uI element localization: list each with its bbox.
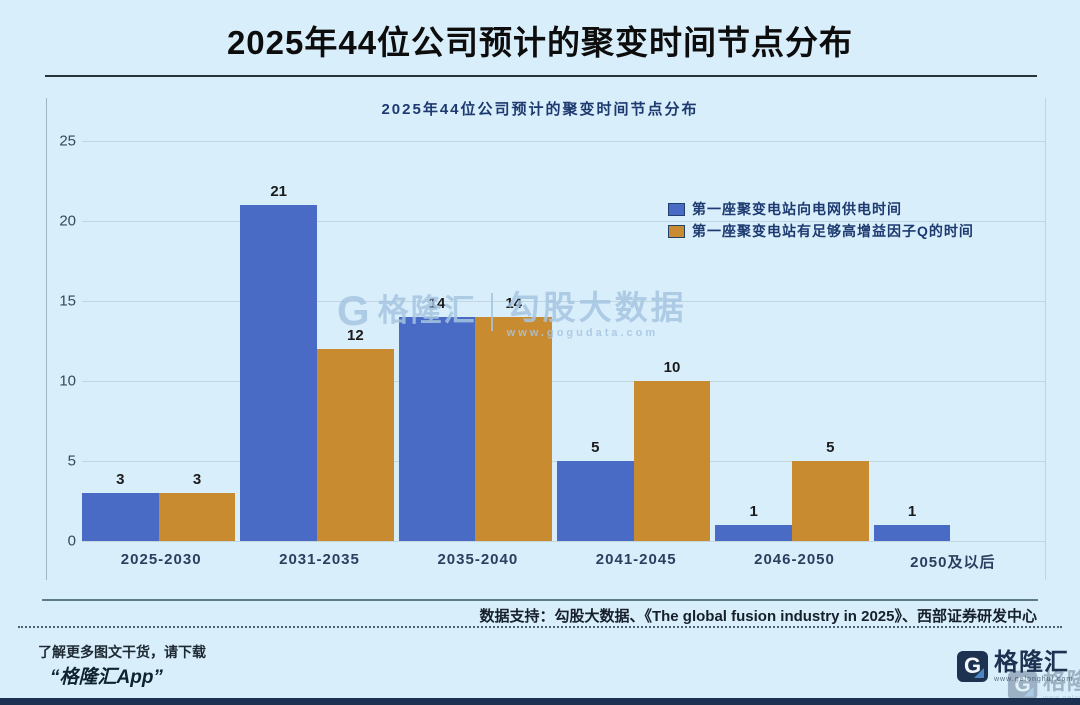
x-axis-label-2050及以后: 2050及以后 [910,554,996,571]
x-axis-label-2035-2040: 2035-2040 [437,551,519,568]
bar-series1-2025-2030: 3 [158,471,236,541]
bar-value-label: 21 [270,183,287,200]
bar-value-label: 3 [116,471,125,488]
page-title: 2025年44位公司预计的聚变时间节点分布 [226,24,854,61]
legend-marker-blue-icon [668,202,685,216]
gelonghui-logo-ghost: G 格隆汇 www.gelonghui.com [1007,668,1080,702]
bar-series0-2025-2030: 3 [82,471,159,541]
gelonghui-g-icon: G [1007,670,1038,701]
bar-value-label: 10 [663,359,681,376]
bar-series0-2046-2050: 1 [715,503,792,541]
logo-brand-text: 格隆汇 [994,649,1069,676]
gridline-15 [82,301,1045,302]
gridline-20 [82,221,1045,222]
y-axis-tick-10: 10 [59,372,76,390]
bar-series0-2041-2045: 5 [557,439,634,541]
plot-right-border [1045,98,1046,580]
gridline-10 [82,381,1045,382]
legend: 第一座聚变电站向电网供电时间 第一座聚变电站有足够高增益因子Q的时间 [668,198,974,242]
y-axis-line [46,98,47,580]
logo-arrow-icon [1024,686,1034,697]
legend-item-gain-factor-q: 第一座聚变电站有足够高增益因子Q的时间 [668,220,974,242]
title-underline [45,75,1037,77]
legend-label: 第一座聚变电站有足够高增益因子Q的时间 [692,223,974,239]
x-axis-label-2041-2045: 2041-2045 [595,551,677,568]
gridline-0 [82,541,1045,542]
gelonghui-logo: G 格隆汇 www.gelonghui.com [957,651,1073,683]
bar-series1-2046-2050: 5 [792,439,869,541]
y-axis-tick-25: 25 [59,132,76,150]
bar-series1-2031-2035: 12 [317,327,394,541]
bar-series0-2031-2035: 21 [240,183,317,541]
logo-url-text: www.gelonghui.com [994,676,1073,683]
x-axis-label-2046-2050: 2046-2050 [754,551,835,568]
chart-title: 2025年44位公司预计的聚变时间节点分布 [381,101,699,118]
bar-series1-2035-2040: 14 [475,295,552,541]
bottom-accent-bar [0,698,1080,705]
gelonghui-g-watermark-icon: G [337,287,370,334]
bar-value-label: 14 [505,295,522,312]
bar-value-label: 3 [192,471,202,488]
y-axis-tick-20: 20 [59,212,76,230]
legend-item-grid-power: 第一座聚变电站向电网供电时间 [668,198,974,220]
bar-series1-2041-2045: 10 [633,359,711,541]
bar-value-label: 1 [749,503,758,520]
bar-value-label: 5 [826,439,835,456]
logo-arrow-icon [974,668,984,678]
logo-brand-text: 格隆汇 [1043,668,1080,695]
y-axis-tick-15: 15 [59,292,76,310]
footer-download-hint: 了解更多图文干货，请下载 [38,644,206,660]
bar-value-label: 12 [346,327,364,344]
bar-value-label: 1 [907,503,917,520]
y-axis-tick-0: 0 [67,532,76,550]
logo-url-text: www.gelonghui.com [1043,695,1080,702]
y-axis-tick-5: 5 [67,452,76,470]
legend-label: 第一座聚变电站向电网供电时间 [692,201,902,217]
x-axis-label-2031-2035: 2031-2035 [279,551,360,568]
section-divider [42,599,1038,601]
gelonghui-g-icon: G [957,651,988,682]
legend-marker-orange-icon [668,224,685,238]
gridline-25 [82,141,1045,142]
logo-letter: G [1014,672,1031,697]
bar-value-label: 5 [591,439,600,456]
bar-series0-2050及以后: 1 [873,503,951,541]
footer-app-name: “格隆汇App” [50,667,163,688]
bar-series0-2035-2040: 14 [398,295,476,541]
bar-value-label: 14 [428,295,446,312]
dotted-divider [18,626,1062,628]
x-axis-label-2025-2030: 2025-2030 [120,551,202,568]
data-source-text: 数据支持：勾股大数据、《The global fusion industry i… [479,608,1037,625]
